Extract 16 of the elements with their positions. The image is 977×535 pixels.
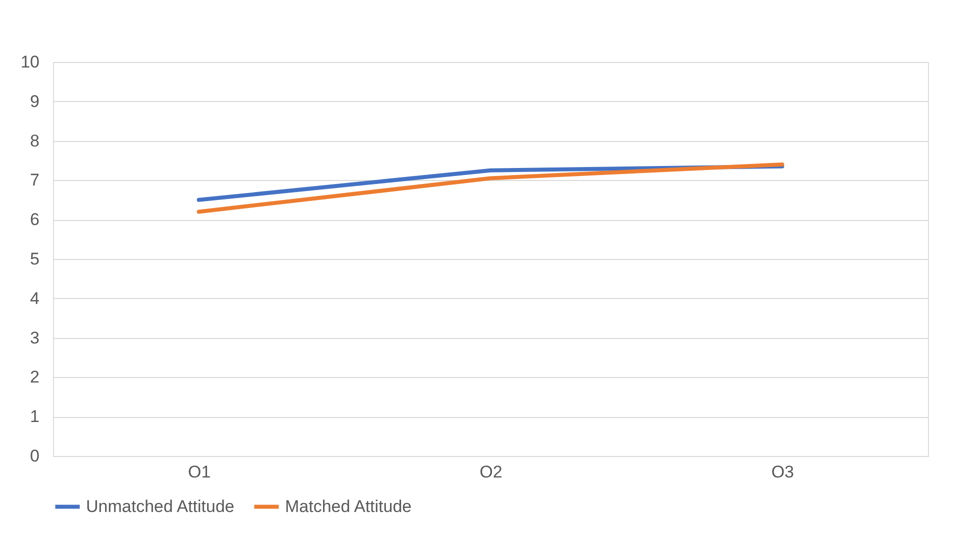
y-tick-label: 5	[30, 250, 40, 268]
y-tick-label: 3	[30, 328, 40, 348]
x-tick-label: O1	[188, 462, 211, 482]
legend-label: Unmatched Attitude	[86, 496, 234, 516]
y-tick-label: 9	[30, 92, 40, 111]
y-tick-label: 10	[20, 52, 40, 72]
x-tick-label: O3	[771, 462, 794, 482]
y-tick-label: 8	[30, 131, 40, 150]
y-tick-label: 6	[30, 210, 40, 230]
y-tick-label: 7	[30, 170, 40, 190]
y-tick-label: 1	[30, 407, 40, 426]
y-tick-label: 2	[30, 368, 40, 387]
y-tick-label: 0	[30, 446, 40, 466]
legend-label: Matched Attitude	[285, 496, 412, 516]
x-tick-label: O2	[480, 462, 502, 482]
y-tick-label: 4	[30, 288, 40, 308]
